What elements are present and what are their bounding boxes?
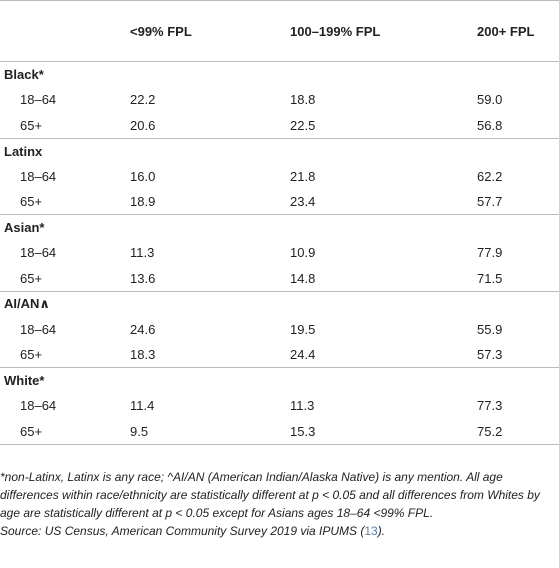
value-below-99-fpl: 18.3 bbox=[130, 347, 156, 362]
header-row: <99% FPL 100–199% FPL 200+ FPL bbox=[0, 0, 559, 62]
value-below-99-fpl: 11.3 bbox=[130, 245, 155, 261]
value-200-plus-fpl: 77.3 bbox=[477, 398, 503, 414]
value-below-99-fpl: 20.6 bbox=[130, 117, 156, 133]
value-100-199-fpl: 21.8 bbox=[290, 168, 316, 184]
age-cell: 65+ bbox=[20, 270, 43, 286]
value-200-plus-fpl: 77.9 bbox=[477, 245, 503, 261]
age-cell: 18–64 bbox=[20, 398, 57, 414]
value-200-plus-fpl: 57.7 bbox=[477, 194, 503, 209]
value-200-plus-fpl: 55.9 bbox=[477, 321, 503, 337]
value-below-99-fpl: 18.9 bbox=[130, 194, 156, 209]
table-row: 65+ 9.5 15.3 75.2 bbox=[0, 418, 559, 445]
group-label: White* bbox=[0, 367, 559, 393]
footnote-source-ref[interactable]: 13 bbox=[364, 524, 378, 538]
table-row: 18–64 22.2 18.8 59.0 bbox=[0, 87, 559, 113]
table-row: 18–64 16.0 21.8 62.2 bbox=[0, 164, 559, 190]
value-200-plus-fpl: 57.3 bbox=[477, 347, 503, 362]
table-body: Black* 18–64 22.2 18.8 59.0 65+ 20.6 22.5 56.8 La… bbox=[0, 62, 559, 445]
age-cell: 18–64 bbox=[20, 168, 57, 184]
value-below-99-fpl: 22.2 bbox=[130, 92, 156, 108]
value-below-99-fpl: 11.4 bbox=[130, 398, 155, 414]
group-label: Latinx bbox=[0, 137, 559, 164]
value-100-199-fpl: 23.4 bbox=[290, 194, 316, 209]
value-200-plus-fpl: 59.0 bbox=[477, 92, 503, 108]
value-200-plus-fpl: 75.2 bbox=[477, 418, 559, 445]
table-footnote: *non-Latinx, Latinx is any race; ^AI/AN … bbox=[0, 468, 555, 540]
value-below-99-fpl: 13.6 bbox=[130, 270, 156, 286]
age-cell: 65+ bbox=[20, 117, 43, 133]
age-cell: 65+ bbox=[20, 347, 43, 362]
value-below-99-fpl: 16.0 bbox=[130, 168, 156, 184]
value-100-199-fpl: 14.8 bbox=[290, 270, 316, 286]
table-row: 18–64 11.3 10.9 77.9 bbox=[0, 240, 559, 266]
footnote-source-prefix: Source: US Census, American Community Su… bbox=[0, 524, 365, 538]
group-label: Black* bbox=[4, 67, 44, 82]
header-empty bbox=[0, 0, 130, 62]
value-100-199-fpl: 22.5 bbox=[290, 117, 316, 133]
table-row: 18–64 11.4 11.3 77.3 bbox=[0, 393, 559, 419]
table-row: 65+ 18.9 23.4 57.7 bbox=[0, 189, 559, 215]
value-100-199-fpl: 19.5 bbox=[290, 321, 316, 337]
footnote-note: *non-Latinx, Latinx is any race; ^AI/AN … bbox=[0, 470, 540, 520]
group-label: AI/AN∧ bbox=[0, 290, 559, 317]
value-100-199-fpl: 18.8 bbox=[290, 92, 316, 108]
value-200-plus-fpl: 62.2 bbox=[477, 168, 503, 184]
group-row: Asian* bbox=[0, 214, 559, 240]
table-row: 65+ 20.6 22.5 56.8 bbox=[0, 113, 559, 139]
header-below-99-fpl: <99% FPL bbox=[130, 0, 290, 62]
age-cell: 65+ bbox=[0, 418, 130, 445]
header-100-199-fpl: 100–199% FPL bbox=[290, 0, 477, 62]
group-label: Asian* bbox=[0, 214, 559, 240]
value-200-plus-fpl: 71.5 bbox=[477, 270, 503, 286]
age-cell: 18–64 bbox=[20, 92, 57, 108]
age-cell: 18–64 bbox=[20, 321, 57, 337]
group-row: Black* bbox=[0, 62, 559, 88]
table-row: 65+ 18.3 24.4 57.3 bbox=[0, 342, 559, 368]
group-row: White* bbox=[0, 367, 559, 393]
footnote-source: Source: US Census, American Community Su… bbox=[0, 522, 555, 540]
value-100-199-fpl: 10.9 bbox=[290, 245, 316, 261]
value-100-199-fpl: 24.4 bbox=[290, 347, 316, 362]
table-row: 65+ 13.6 14.8 71.5 bbox=[0, 266, 559, 292]
value-200-plus-fpl: 56.8 bbox=[477, 117, 503, 133]
header-200-plus-fpl: 200+ FPL bbox=[477, 0, 559, 62]
table-row: 18–64 24.6 19.5 55.9 bbox=[0, 317, 559, 343]
age-cell: 18–64 bbox=[20, 245, 57, 261]
group-row: AI/AN∧ bbox=[0, 290, 559, 317]
value-100-199-fpl: 11.3 bbox=[290, 398, 315, 414]
value-below-99-fpl: 9.5 bbox=[130, 418, 290, 445]
value-100-199-fpl: 15.3 bbox=[290, 418, 477, 445]
fpl-table: <99% FPL 100–199% FPL 200+ FPL Black* 18–… bbox=[0, 0, 559, 445]
group-row: Latinx bbox=[0, 137, 559, 164]
value-below-99-fpl: 24.6 bbox=[130, 321, 156, 337]
age-cell: 65+ bbox=[20, 194, 43, 209]
footnote-source-suffix: ). bbox=[377, 524, 386, 538]
